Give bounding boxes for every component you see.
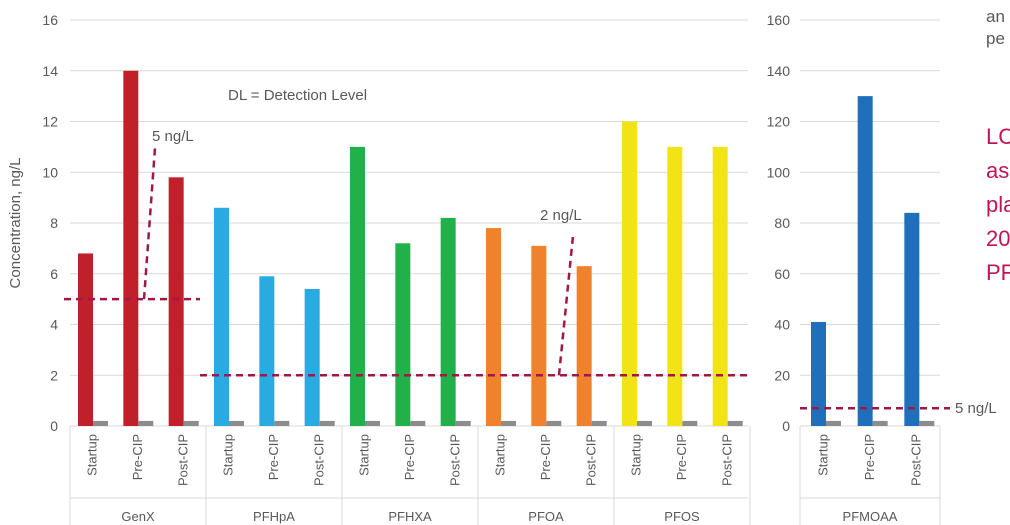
y-tick-label-1-2: 40: [774, 317, 790, 333]
dl-bar-genx-post-cip: [183, 420, 199, 426]
bar-pfmoaa-pre-cip: [857, 96, 873, 426]
y-tick-label-0-8: 16: [42, 12, 58, 28]
y-tick-label-0-7: 14: [42, 63, 58, 79]
reference-label-pfmoaa: 5 ng/L: [955, 400, 997, 417]
group-label-pfhxa: PFHXA: [388, 509, 432, 524]
bar-genx-post-cip: [168, 177, 184, 426]
chart-annotation: DL = Detection Level: [228, 87, 367, 104]
x-tick-label-pfos-pre-cip: Pre-CIP: [674, 434, 689, 480]
side-text-big-3: pla: [986, 192, 1010, 217]
bar-pfhxa-startup: [350, 146, 365, 426]
x-tick-label-genx-pre-cip: Pre-CIP: [130, 434, 145, 480]
side-text-big-2: as: [986, 158, 1010, 183]
side-text-big-4: 20: [986, 226, 1010, 251]
x-tick-label-pfhxa-startup: Startup: [357, 434, 372, 476]
reference-label-0: 5 ng/L: [152, 128, 194, 145]
dl-bar-genx-pre-cip: [138, 420, 154, 426]
bar-pfhpa-pre-cip: [259, 276, 275, 426]
bar-pfhxa-pre-cip: [395, 243, 411, 426]
bar-pfhpa-post-cip: [304, 288, 320, 426]
dl-bar-pfmoaa-pre-cip: [872, 420, 888, 426]
bar-pfos-post-cip: [712, 146, 728, 426]
bar-pfoa-post-cip: [576, 266, 592, 426]
y-tick-label-1-8: 160: [767, 12, 791, 28]
y-tick-label-1-1: 20: [774, 367, 790, 383]
dl-bar-pfhxa-post-cip: [455, 420, 471, 426]
y-tick-label-0-4: 8: [50, 215, 58, 231]
y-tick-label-1-6: 120: [767, 114, 791, 130]
x-tick-label-pfoa-startup: Startup: [493, 434, 508, 476]
x-tick-label-pfhpa-startup: Startup: [221, 434, 236, 476]
dl-bar-pfmoaa-startup: [826, 420, 841, 426]
bar-pfhpa-startup: [214, 207, 229, 426]
y-tick-label-1-0: 0: [782, 418, 790, 434]
y-tick-label-1-7: 140: [767, 63, 791, 79]
bar-pfmoaa-post-cip: [904, 212, 920, 426]
x-tick-label-pfmoaa-startup: Startup: [815, 434, 830, 476]
x-tick-label-pfoa-post-cip: Post-CIP: [583, 434, 598, 486]
group-label-pfoa: PFOA: [528, 509, 564, 524]
side-text-line-1: an: [986, 7, 1005, 26]
dl-bar-pfhxa-pre-cip: [410, 420, 426, 426]
y-tick-label-1-5: 100: [767, 164, 791, 180]
dl-bar-pfos-pre-cip: [682, 420, 698, 426]
bar-pfos-pre-cip: [667, 146, 683, 426]
reference-leader-1: [557, 235, 575, 376]
bar-pfos-startup: [622, 121, 637, 426]
bar-genx-startup: [78, 253, 93, 426]
reference-leader-0: [142, 147, 157, 300]
x-tick-label-genx-post-cip: Post-CIP: [175, 434, 190, 486]
x-tick-label-pfos-post-cip: Post-CIP: [719, 434, 734, 486]
bar-genx-pre-cip: [123, 70, 139, 426]
dl-bar-pfoa-post-cip: [591, 420, 607, 426]
dl-bar-pfoa-startup: [501, 420, 516, 426]
y-tick-label-0-3: 6: [50, 266, 58, 282]
dl-bar-pfhxa-startup: [365, 420, 380, 426]
reference-label-1: 2 ng/L: [540, 207, 582, 224]
x-tick-label-genx-startup: Startup: [85, 434, 100, 476]
side-text-line-2: pe: [986, 29, 1005, 48]
bar-pfoa-startup: [486, 228, 501, 426]
dl-bar-pfhpa-post-cip: [319, 420, 335, 426]
group-label-pfhpa: PFHpA: [253, 509, 295, 524]
x-tick-label-pfhxa-pre-cip: Pre-CIP: [402, 434, 417, 480]
side-text-big-1: LC: [986, 124, 1010, 149]
x-tick-label-pfmoaa-post-cip: Post-CIP: [909, 434, 924, 486]
y-tick-label-0-1: 2: [50, 367, 58, 383]
y-tick-label-1-4: 80: [774, 215, 790, 231]
dl-bar-pfhpa-pre-cip: [274, 420, 290, 426]
group-label-pfos: PFOS: [664, 509, 700, 524]
x-tick-label-pfos-startup: Startup: [629, 434, 644, 476]
x-tick-label-pfhpa-post-cip: Post-CIP: [311, 434, 326, 486]
group-label-genx: GenX: [121, 509, 155, 524]
x-tick-label-pfoa-pre-cip: Pre-CIP: [538, 434, 553, 480]
y-tick-label-0-6: 12: [42, 114, 58, 130]
y-tick-label-0-5: 10: [42, 164, 58, 180]
y-tick-label-0-2: 4: [50, 317, 58, 333]
dl-bar-pfos-startup: [637, 420, 652, 426]
bar-pfoa-pre-cip: [531, 245, 547, 426]
y-tick-label-0-0: 0: [50, 418, 58, 434]
y-axis-label-0: Concentration, ng/L: [7, 158, 24, 289]
dl-bar-genx-startup: [93, 420, 108, 426]
dl-bar-pfos-post-cip: [727, 420, 743, 426]
group-label-pfmoaa: PFMOAA: [843, 509, 898, 524]
dl-bar-pfhpa-startup: [229, 420, 244, 426]
dl-bar-pfoa-pre-cip: [546, 420, 562, 426]
x-tick-label-pfhxa-post-cip: Post-CIP: [447, 434, 462, 486]
y-tick-label-1-3: 60: [774, 266, 790, 282]
bar-pfhxa-post-cip: [440, 217, 456, 426]
side-text-big-5: PF: [986, 260, 1010, 285]
dl-bar-pfmoaa-post-cip: [919, 420, 935, 426]
bar-pfmoaa-startup: [811, 321, 826, 426]
x-tick-label-pfhpa-pre-cip: Pre-CIP: [266, 434, 281, 480]
x-tick-label-pfmoaa-pre-cip: Pre-CIP: [862, 434, 877, 480]
